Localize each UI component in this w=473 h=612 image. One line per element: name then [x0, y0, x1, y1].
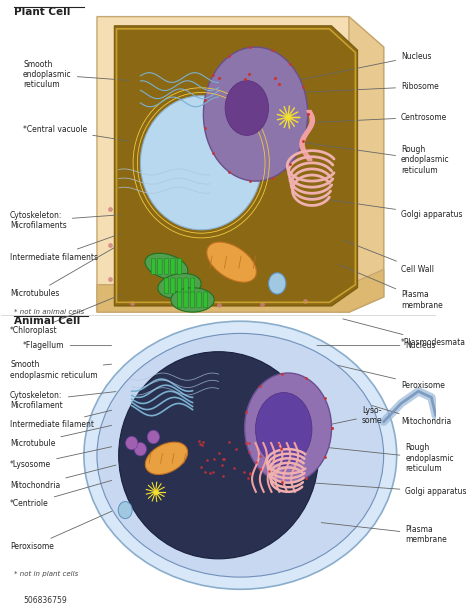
- Ellipse shape: [148, 430, 159, 444]
- Ellipse shape: [207, 242, 256, 282]
- FancyBboxPatch shape: [171, 278, 175, 294]
- Text: Intermediate filaments: Intermediate filaments: [10, 234, 121, 262]
- Text: Golgi apparatus: Golgi apparatus: [313, 483, 467, 496]
- FancyBboxPatch shape: [184, 278, 188, 294]
- Polygon shape: [97, 269, 384, 312]
- Text: * not in animal cells: * not in animal cells: [14, 309, 85, 315]
- Text: Plasma
membrane: Plasma membrane: [321, 523, 447, 544]
- Polygon shape: [349, 17, 384, 312]
- Text: gettyimages®
Credit: Alan Gesek/Stocktrek
Images: gettyimages® Credit: Alan Gesek/Stocktre…: [139, 393, 298, 426]
- Text: Ribosome: Ribosome: [295, 82, 439, 92]
- Text: *Chloroplast: *Chloroplast: [10, 295, 121, 335]
- Text: 506836759: 506836759: [23, 595, 67, 605]
- Text: Mitochondria: Mitochondria: [286, 380, 451, 426]
- FancyBboxPatch shape: [184, 292, 188, 308]
- Ellipse shape: [255, 392, 312, 466]
- Ellipse shape: [269, 273, 286, 294]
- Text: Microtubules: Microtubules: [10, 247, 116, 298]
- Ellipse shape: [245, 373, 332, 483]
- Ellipse shape: [84, 321, 397, 589]
- Polygon shape: [97, 17, 384, 312]
- Text: Mitochondria: Mitochondria: [10, 465, 116, 490]
- Text: Plasma
membrane: Plasma membrane: [338, 264, 443, 310]
- FancyBboxPatch shape: [203, 292, 208, 308]
- Ellipse shape: [158, 274, 201, 298]
- Text: Nucleus: Nucleus: [317, 341, 436, 350]
- FancyBboxPatch shape: [164, 278, 169, 294]
- Ellipse shape: [225, 81, 269, 135]
- Text: Rough
endoplasmic
reticulum: Rough endoplasmic reticulum: [317, 444, 454, 473]
- Ellipse shape: [126, 436, 138, 450]
- Text: *Centriole: *Centriole: [10, 480, 112, 509]
- Text: Centrosome: Centrosome: [299, 113, 447, 123]
- FancyBboxPatch shape: [164, 258, 169, 274]
- FancyBboxPatch shape: [190, 292, 195, 308]
- FancyBboxPatch shape: [158, 258, 162, 274]
- FancyBboxPatch shape: [197, 292, 201, 308]
- Text: Cytoskeleton:
Microfilaments: Cytoskeleton: Microfilaments: [10, 211, 120, 230]
- Text: Cell Wall: Cell Wall: [343, 240, 434, 274]
- Text: Rough
endoplasmic
reticulum: Rough endoplasmic reticulum: [299, 142, 450, 174]
- Text: Peroxisome: Peroxisome: [10, 511, 112, 551]
- Text: Lyso-
some: Lyso- some: [317, 406, 383, 427]
- Text: Microtubule: Microtubule: [10, 425, 112, 447]
- FancyBboxPatch shape: [177, 292, 182, 308]
- FancyBboxPatch shape: [177, 278, 182, 294]
- Ellipse shape: [145, 253, 188, 280]
- Text: Animal Cell: Animal Cell: [14, 316, 81, 326]
- Text: *Lysosome: *Lysosome: [10, 447, 112, 469]
- Ellipse shape: [119, 352, 318, 559]
- Ellipse shape: [134, 442, 147, 456]
- Text: *Plasmodesmata: *Plasmodesmata: [343, 319, 466, 347]
- Ellipse shape: [140, 96, 262, 230]
- Text: Nucleus: Nucleus: [299, 52, 431, 80]
- Ellipse shape: [171, 288, 214, 312]
- Text: *Flagellum: *Flagellum: [23, 341, 112, 350]
- FancyBboxPatch shape: [171, 258, 175, 274]
- Ellipse shape: [145, 442, 188, 474]
- Text: Golgi apparatus: Golgi apparatus: [308, 196, 463, 219]
- Text: *Central vacuole: *Central vacuole: [23, 125, 129, 141]
- Text: * not in plant cells: * not in plant cells: [14, 571, 79, 577]
- Ellipse shape: [118, 502, 132, 518]
- FancyBboxPatch shape: [177, 258, 182, 274]
- Text: Smooth
endoplasmic
reticulum: Smooth endoplasmic reticulum: [23, 59, 129, 89]
- Text: Plant Cell: Plant Cell: [14, 7, 71, 18]
- Ellipse shape: [97, 334, 384, 577]
- Text: Intermediate filament: Intermediate filament: [10, 410, 112, 429]
- FancyBboxPatch shape: [151, 258, 156, 274]
- Polygon shape: [114, 26, 358, 306]
- Ellipse shape: [203, 47, 307, 181]
- Text: Smooth
endoplasmic reticulum: Smooth endoplasmic reticulum: [10, 360, 112, 379]
- FancyBboxPatch shape: [190, 278, 195, 294]
- Text: Peroxisome: Peroxisome: [321, 362, 445, 390]
- Text: Cytoskeleton:
Microfilament: Cytoskeleton: Microfilament: [10, 390, 116, 410]
